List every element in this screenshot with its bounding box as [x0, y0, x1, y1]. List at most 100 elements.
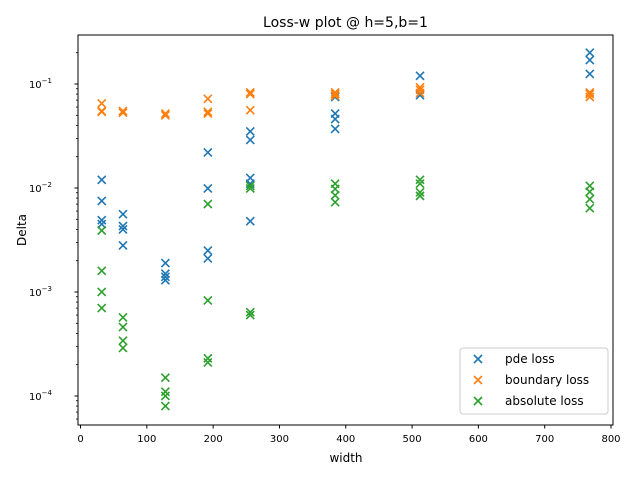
- data-point: [245, 181, 255, 191]
- data-point: [97, 287, 107, 297]
- data-point: [160, 373, 170, 383]
- plot-marks: [97, 48, 595, 411]
- data-point: [160, 275, 170, 285]
- data-point: [330, 114, 340, 124]
- axes-frame: [77, 34, 614, 426]
- data-point: [585, 69, 595, 79]
- x-ticks: 0 100 200 300 400 500 600 700 800: [77, 425, 621, 445]
- data-point: [245, 183, 255, 194]
- y-tick-label: 10−2: [29, 181, 52, 195]
- data-point: [160, 108, 170, 119]
- data-point: [203, 183, 213, 194]
- data-point: [118, 240, 128, 251]
- data-point: [160, 272, 170, 282]
- data-point: [97, 196, 107, 206]
- legend-marker-icon: [473, 354, 483, 364]
- x-tick-label: 0: [77, 434, 83, 445]
- legend-item: absolute loss: [473, 394, 584, 408]
- data-point: [415, 85, 425, 95]
- x-tick-label: 800: [601, 434, 620, 445]
- legend-marker-icon: [473, 396, 483, 406]
- data-point: [245, 307, 255, 317]
- data-point: [330, 190, 340, 200]
- data-point: [97, 175, 107, 185]
- data-point: [245, 126, 255, 136]
- x-tick-label: 300: [270, 434, 289, 445]
- data-point: [118, 106, 128, 116]
- chart-title: Loss-w plot @ h=5,b=1: [263, 15, 428, 31]
- x-tick-label: 600: [469, 434, 488, 445]
- data-point: [245, 216, 255, 226]
- data-point: [97, 215, 107, 225]
- series-pde-loss: [97, 48, 595, 285]
- legend-label: boundary loss: [505, 373, 589, 387]
- data-point: [415, 179, 425, 189]
- data-point: [118, 343, 128, 353]
- series-absolute-loss: [97, 175, 595, 411]
- x-tick-label: 500: [403, 434, 422, 445]
- data-point: [245, 89, 255, 99]
- data-point: [118, 108, 128, 118]
- data-point: [160, 391, 170, 401]
- legend-label: absolute loss: [505, 394, 584, 408]
- y-axis-label: Delta: [15, 214, 29, 246]
- data-point: [203, 108, 213, 119]
- data-point: [203, 246, 213, 256]
- data-point: [415, 191, 425, 201]
- data-point: [245, 310, 255, 320]
- data-point: [330, 91, 340, 101]
- data-point: [203, 147, 213, 157]
- data-point: [203, 357, 213, 368]
- data-point: [97, 98, 107, 109]
- data-point: [97, 225, 107, 236]
- x-tick-label: 400: [336, 434, 355, 445]
- data-point: [203, 199, 213, 209]
- data-point: [585, 187, 595, 197]
- legend-box: [459, 347, 609, 415]
- series-boundary-loss: [97, 82, 595, 120]
- data-point: [245, 135, 255, 145]
- data-point: [330, 89, 340, 99]
- data-point: [160, 110, 170, 120]
- data-point: [330, 87, 340, 97]
- data-point: [415, 71, 425, 81]
- data-point: [415, 175, 425, 185]
- data-point: [160, 401, 170, 411]
- data-point: [118, 312, 128, 322]
- legend-marker-icon: [473, 375, 483, 385]
- data-point: [118, 336, 128, 346]
- y-ticks: 10−4 10−3 10−2 10−1: [29, 52, 78, 420]
- legend-item: boundary loss: [473, 373, 589, 387]
- data-point: [160, 387, 170, 397]
- data-point: [585, 92, 595, 102]
- data-point: [203, 107, 213, 117]
- data-point: [203, 353, 213, 363]
- data-point: [585, 89, 595, 99]
- data-point: [203, 253, 213, 264]
- legend-label: pde loss: [505, 352, 555, 366]
- data-point: [330, 124, 340, 134]
- legend: pde loss boundary loss absolute loss: [459, 347, 609, 415]
- x-tick-label: 200: [204, 434, 223, 445]
- data-point: [118, 221, 128, 231]
- data-point: [97, 266, 107, 276]
- data-point: [97, 303, 107, 313]
- data-point: [585, 48, 595, 58]
- legend-item: pde loss: [473, 352, 555, 366]
- x-tick-label: 700: [535, 434, 554, 445]
- data-point: [203, 94, 213, 104]
- data-point: [585, 203, 595, 213]
- data-point: [330, 197, 340, 207]
- y-tick-label: 10−4: [29, 389, 53, 403]
- data-point: [415, 88, 425, 98]
- y-tick-label: 10−3: [29, 285, 52, 299]
- data-point: [118, 322, 128, 332]
- data-point: [245, 105, 255, 115]
- y-tick-label: 10−1: [29, 77, 52, 91]
- data-point: [585, 194, 595, 204]
- data-point: [118, 224, 128, 234]
- data-point: [585, 55, 595, 65]
- data-point: [203, 295, 213, 305]
- data-point: [245, 87, 255, 97]
